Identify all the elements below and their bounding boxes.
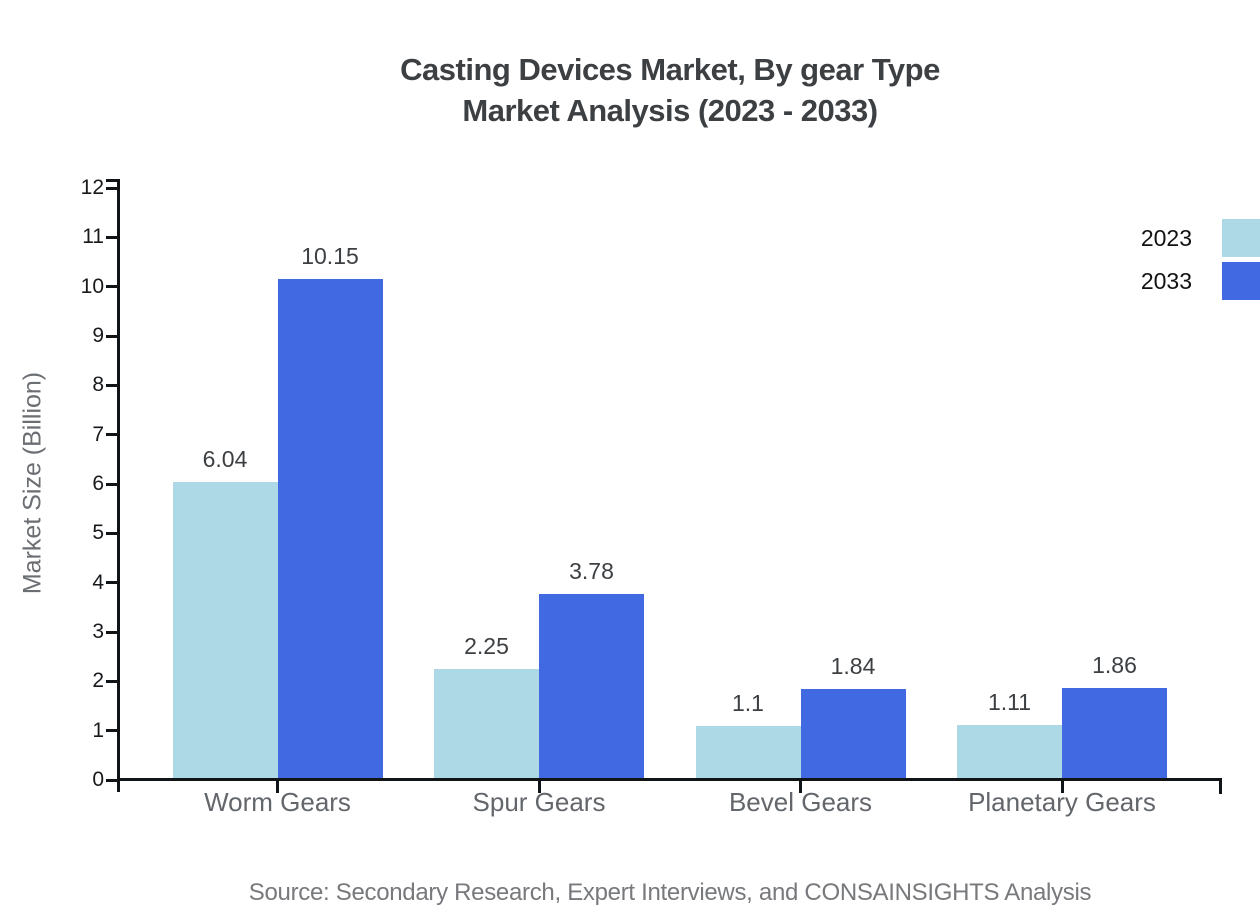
y-tick-label: 3 <box>92 620 104 643</box>
y-tick-label: 4 <box>92 570 104 594</box>
y-tick <box>106 383 120 387</box>
legend-swatch-2023 <box>1222 219 1260 257</box>
y-tick <box>106 729 120 733</box>
bar-2023-spur-gears <box>434 669 539 780</box>
y-tick-label: 8 <box>92 373 104 397</box>
chart-title-line-2: Market Analysis (2023 - 2033) <box>462 93 878 128</box>
y-tick-label: 1 <box>92 718 104 742</box>
source-note: Source: Secondary Research, Expert Inter… <box>248 879 1092 906</box>
y-tick <box>106 334 120 338</box>
bar-2023-planetary-gears <box>957 725 1062 780</box>
x-tick <box>276 780 279 793</box>
y-tick-label: 9 <box>92 324 104 347</box>
y-tick-label: 2 <box>92 669 104 693</box>
bar-2033-bevel-gears <box>800 689 906 780</box>
chart-title-line-1: Casting Devices Market, By gear Type <box>400 52 940 87</box>
y-axis-end-cap <box>106 179 120 182</box>
y-tick <box>106 679 120 683</box>
y-tick <box>106 433 120 437</box>
y-axis-line <box>117 179 120 792</box>
x-axis-category-label: Spur Gears <box>472 787 606 817</box>
x-tick <box>1060 780 1064 793</box>
x-axis-end-cap <box>1219 778 1222 794</box>
y-tick <box>106 482 120 486</box>
y-tick-label: 7 <box>92 422 104 446</box>
x-tick <box>537 780 541 793</box>
legend-label-2023: 2023 <box>1140 225 1192 251</box>
y-tick-label: 12 <box>80 176 104 199</box>
y-tick <box>106 581 120 585</box>
y-tick <box>106 630 120 634</box>
bar-value-label: 1.1 <box>732 689 764 716</box>
chart-title: Casting Devices Market, By gear Type Mar… <box>120 49 1220 131</box>
y-tick <box>106 235 120 239</box>
bar-value-label: 1.86 <box>1092 652 1137 679</box>
legend-swatch-2033 <box>1222 262 1260 300</box>
y-tick-label: 10 <box>80 274 104 298</box>
y-tick <box>106 531 120 535</box>
legend-label-2033: 2033 <box>1140 268 1192 294</box>
y-tick-label: 11 <box>82 225 104 249</box>
x-axis-line <box>117 778 1222 781</box>
bar-value-label: 3.78 <box>569 557 614 584</box>
x-axis-category-label: Bevel Gears <box>728 787 873 817</box>
y-tick <box>106 778 120 782</box>
x-axis-category-label: Worm Gears <box>204 787 351 817</box>
bar-2033-worm-gears <box>277 279 383 780</box>
bar-value-label: 1.84 <box>830 653 876 680</box>
bar-2033-spur-gears <box>539 593 644 780</box>
x-axis-category-label: Planetary Gears <box>968 787 1156 817</box>
bar-value-label: 1.11 <box>987 689 1032 716</box>
y-tick-label: 6 <box>92 472 104 495</box>
bar-2023-worm-gears <box>172 482 278 780</box>
y-tick <box>106 186 120 190</box>
bar-value-label: 6.04 <box>202 446 248 473</box>
bar-value-label: 2.25 <box>464 633 509 659</box>
bar-2033-planetary-gears <box>1062 688 1167 780</box>
y-tick-label: 0 <box>92 768 104 791</box>
x-tick <box>799 780 802 793</box>
bar-2023-bevel-gears <box>695 725 801 780</box>
y-tick <box>106 285 120 289</box>
bar-value-label: 10.15 <box>301 243 359 270</box>
y-tick-label: 5 <box>92 521 104 545</box>
